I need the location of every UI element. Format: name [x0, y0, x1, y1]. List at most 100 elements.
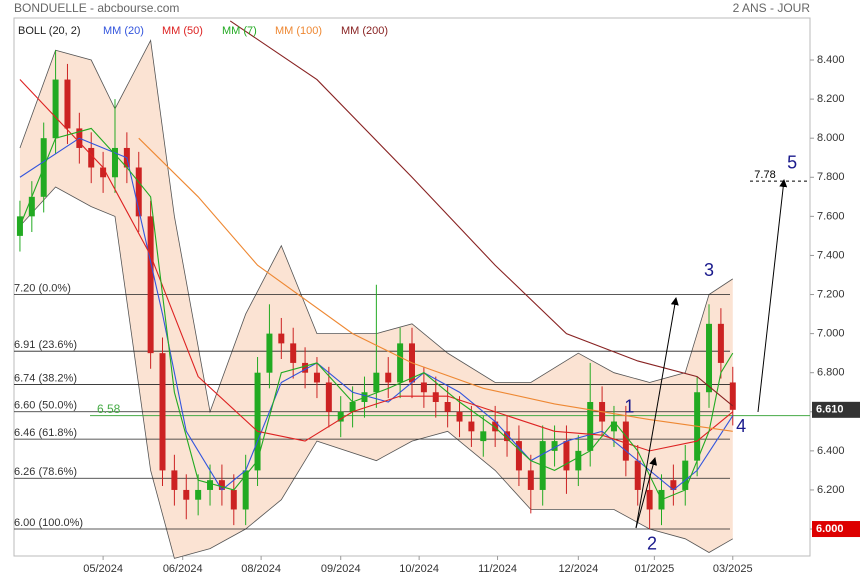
x-tick-label: 08/2024 — [241, 563, 281, 575]
x-tick-label: 03/2025 — [713, 563, 753, 575]
candle-body — [290, 343, 297, 363]
candle-body — [706, 323, 713, 393]
plot-frame — [13, 17, 811, 557]
arrow — [757, 179, 788, 413]
fib-label: 6.00 (100.0%) — [14, 517, 83, 529]
candle-body — [682, 460, 689, 490]
candle-body — [207, 480, 214, 490]
candle-body — [385, 372, 392, 383]
fib-label: 7.20 (0.0%) — [14, 282, 71, 294]
candle-body — [278, 333, 285, 344]
candle-body — [373, 372, 380, 393]
candle-body — [147, 216, 154, 354]
y-tick-label: 6.200 — [817, 484, 845, 496]
price-tag — [812, 521, 860, 538]
candle-body — [432, 392, 439, 403]
x-tick-label: 05/2024 — [83, 563, 123, 575]
ma-line — [19, 127, 734, 501]
period: 2 ANS - JOUR — [733, 1, 811, 15]
legend-entry: MM (50) — [162, 25, 203, 37]
candle-body — [610, 421, 617, 432]
candle-body — [480, 431, 487, 442]
candle-body — [634, 460, 641, 490]
fib-label: 6.26 (78.6%) — [14, 466, 77, 478]
y-tick-label: 8.000 — [817, 132, 845, 144]
legend-entry: MM (7) — [222, 25, 257, 37]
x-tick-label: 06/2024 — [163, 563, 203, 575]
wave-label: 3 — [704, 260, 714, 280]
fib-label: 6.74 (38.2%) — [14, 372, 77, 384]
y-tick-label: 6.800 — [817, 367, 845, 379]
candle-body — [444, 402, 451, 412]
x-tick-label: 01/2025 — [634, 563, 674, 575]
wave-label: 4 — [736, 416, 746, 436]
ma-line — [138, 137, 733, 432]
candle-body — [195, 489, 202, 500]
x-tick-label: 09/2024 — [321, 563, 361, 575]
x-tick-label: 10/2024 — [399, 563, 439, 575]
wave-label: 1 — [624, 397, 634, 417]
candle-body — [111, 147, 118, 178]
arrow — [635, 297, 679, 529]
y-tick-label: 7.800 — [817, 171, 845, 183]
candle-body — [349, 402, 356, 412]
candle-body — [456, 411, 463, 422]
chart-title: BONDUELLE - abcbourse.com — [14, 1, 179, 15]
candle-body — [622, 421, 629, 461]
candle-body — [266, 333, 273, 373]
candle-body — [670, 480, 677, 490]
wave-label: 5 — [787, 152, 797, 172]
candle-body — [325, 382, 332, 412]
support-label: 6.58 — [97, 402, 121, 416]
y-tick-label: 6.400 — [817, 445, 845, 457]
y-tick-label: 8.200 — [817, 93, 845, 105]
candle-body — [575, 450, 582, 471]
x-tick-label: 11/2024 — [478, 563, 517, 575]
candle-body — [64, 79, 71, 129]
candle-body — [218, 480, 225, 490]
ma-line — [229, 20, 734, 407]
legend-entry: MM (20) — [103, 25, 144, 37]
candle-body — [646, 489, 653, 510]
fib-label: 6.60 (50.0%) — [14, 400, 77, 412]
candle-body — [28, 196, 35, 217]
candle-body — [100, 167, 107, 178]
candle-body — [551, 441, 558, 451]
candle-body — [230, 489, 237, 510]
candle-body — [504, 431, 511, 442]
fib-label: 6.46 (61.8%) — [14, 427, 77, 439]
candle-body — [183, 489, 190, 500]
candle-body — [254, 372, 261, 471]
candle-body — [717, 323, 724, 363]
candle-body — [468, 421, 475, 432]
ma-line — [19, 137, 734, 491]
candle-body — [492, 421, 499, 432]
candle-body — [729, 382, 736, 410]
candle-body — [171, 470, 178, 490]
candle-body — [88, 147, 95, 168]
candle-body — [159, 353, 166, 471]
candle-body — [135, 167, 142, 217]
candle-body — [242, 470, 249, 510]
y-tick-label: 7.000 — [817, 328, 845, 340]
price-tag-label: 6.000 — [816, 523, 844, 535]
fib-label: 6.91 (23.6%) — [14, 339, 77, 351]
candle-body — [587, 402, 594, 451]
candle-body — [527, 470, 534, 490]
candle-body — [563, 441, 570, 471]
x-tick-label: 12/2024 — [558, 563, 598, 575]
price-tag-label: 6.610 — [816, 404, 844, 416]
legend-entry: BOLL (20, 2) — [18, 25, 81, 37]
legend-entry: MM (200) — [341, 25, 388, 37]
candle-body — [52, 79, 59, 139]
price-tag — [812, 401, 860, 418]
candle-body — [313, 372, 320, 383]
y-tick-label: 7.600 — [817, 210, 845, 222]
legend-entry: MM (100) — [275, 25, 322, 37]
y-tick-label: 7.200 — [817, 288, 845, 300]
y-tick-label: 8.400 — [817, 54, 845, 66]
candle-body — [337, 411, 344, 422]
candle-body — [302, 362, 309, 373]
